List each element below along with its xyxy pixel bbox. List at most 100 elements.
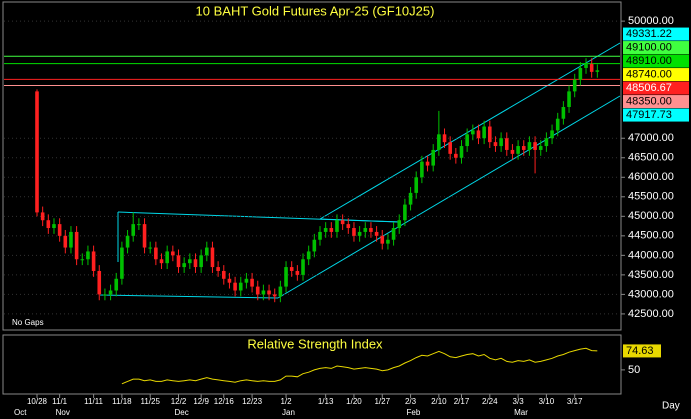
price-label: 48910.00 bbox=[626, 55, 672, 67]
x-tick-label: 1/27 bbox=[374, 397, 390, 406]
price-label-box bbox=[623, 81, 689, 95]
candle-body bbox=[476, 130, 481, 139]
candle-body bbox=[199, 255, 203, 268]
candle-body bbox=[35, 91, 39, 213]
candle-body bbox=[176, 255, 181, 268]
x-tick-label: 10/28 bbox=[27, 397, 48, 406]
candle-body bbox=[561, 107, 566, 119]
candle-body bbox=[238, 282, 243, 291]
candle-body bbox=[431, 149, 435, 166]
x-tick-label: 2/17 bbox=[454, 397, 470, 406]
y-tick-label: 43000.00 bbox=[628, 288, 674, 300]
candle-body bbox=[188, 259, 192, 264]
candle-body bbox=[533, 142, 537, 150]
rsi-tick-label: 50 bbox=[628, 364, 640, 376]
candle-body bbox=[210, 247, 215, 268]
candle-body bbox=[391, 228, 396, 240]
candle-body bbox=[91, 251, 96, 271]
x-tick-label: 12/16 bbox=[214, 397, 235, 406]
candle-body bbox=[550, 130, 554, 139]
price-label: 48506.67 bbox=[626, 82, 672, 94]
chart-title: 10 BAHT Gold Futures Apr-25 (GF10J25) bbox=[196, 3, 435, 18]
x-tick-label: 3/17 bbox=[567, 397, 583, 406]
x-tick-label: 11/25 bbox=[140, 397, 160, 406]
candle-body bbox=[340, 220, 345, 225]
candle-body bbox=[52, 224, 56, 229]
candle-body bbox=[103, 294, 107, 296]
candle-body bbox=[504, 138, 509, 150]
y-tick-label: 47000.00 bbox=[628, 132, 674, 144]
month-label: Jan bbox=[282, 408, 295, 417]
candle-body bbox=[572, 79, 577, 92]
x-tick-label: 1/13 bbox=[318, 397, 334, 406]
candle-body bbox=[408, 192, 413, 205]
candle-body bbox=[397, 220, 402, 229]
candle-body bbox=[386, 239, 390, 244]
candle-body bbox=[171, 251, 175, 256]
x-tick-label: 2/24 bbox=[482, 397, 498, 406]
candle-body bbox=[114, 278, 119, 291]
candle-body bbox=[69, 231, 73, 248]
y-tick-label: 50000.00 bbox=[628, 15, 674, 27]
candle-body bbox=[284, 267, 288, 287]
candle-body bbox=[448, 142, 452, 154]
x-tick-label: 2/10 bbox=[431, 397, 447, 406]
candle-body bbox=[459, 146, 464, 158]
price-label-box bbox=[623, 95, 689, 109]
candle-body bbox=[363, 228, 368, 232]
y-tick-label: 45500.00 bbox=[628, 191, 674, 203]
candle-body bbox=[493, 142, 498, 147]
candle-body bbox=[233, 282, 237, 291]
candle-body bbox=[555, 118, 560, 131]
candle-body bbox=[131, 224, 136, 236]
candle-body bbox=[154, 247, 158, 260]
candle-body bbox=[216, 267, 220, 271]
price-label: 48740.00 bbox=[626, 69, 672, 81]
candle-body bbox=[250, 278, 254, 287]
candle-body bbox=[437, 134, 441, 150]
candle-body bbox=[301, 259, 305, 275]
x-tick-label: 12/23 bbox=[242, 397, 263, 406]
candle-body bbox=[120, 247, 124, 279]
candle-body bbox=[57, 224, 62, 236]
y-tick-label: 44000.00 bbox=[628, 249, 674, 261]
x-tick-label: 11/18 bbox=[112, 397, 132, 406]
candle-body bbox=[471, 130, 475, 135]
month-label: Dec bbox=[175, 408, 189, 417]
price-label-box bbox=[623, 108, 689, 122]
candle-body bbox=[595, 70, 600, 72]
candle-body bbox=[488, 126, 492, 143]
month-label: Mar bbox=[514, 408, 528, 417]
candle-body bbox=[80, 259, 85, 261]
candle-body bbox=[97, 270, 102, 295]
x-tick-label: 11/11 bbox=[84, 397, 103, 406]
candle-body bbox=[125, 235, 130, 248]
month-label: Nov bbox=[56, 408, 70, 417]
rsi-frame bbox=[2, 334, 622, 395]
candle-body bbox=[108, 290, 113, 295]
candle-body bbox=[63, 235, 68, 248]
candle-body bbox=[137, 224, 141, 226]
candle-body bbox=[142, 224, 147, 248]
candle-body bbox=[380, 235, 385, 244]
y-tick-label: 43500.00 bbox=[628, 269, 674, 281]
candle-body bbox=[584, 64, 588, 68]
candle-body bbox=[205, 247, 209, 256]
y-tick-label: 46000.00 bbox=[628, 171, 674, 183]
grid bbox=[4, 20, 620, 315]
candle-body bbox=[425, 161, 430, 166]
x-tick-label: 11/1 bbox=[52, 397, 68, 406]
candle-body bbox=[312, 239, 317, 252]
y-tick-label: 42500.00 bbox=[628, 308, 674, 320]
candle-body bbox=[369, 228, 373, 232]
candle-body bbox=[165, 251, 169, 264]
price-label-box bbox=[623, 27, 689, 41]
x-tick-label: 1/2 bbox=[280, 397, 292, 406]
candle-body bbox=[74, 231, 79, 260]
candle-body bbox=[527, 142, 532, 150]
wedge-bottom bbox=[99, 294, 279, 299]
candle-body bbox=[272, 294, 277, 297]
x-tick-label: 3/3 bbox=[513, 397, 525, 406]
candle-body bbox=[578, 67, 583, 80]
